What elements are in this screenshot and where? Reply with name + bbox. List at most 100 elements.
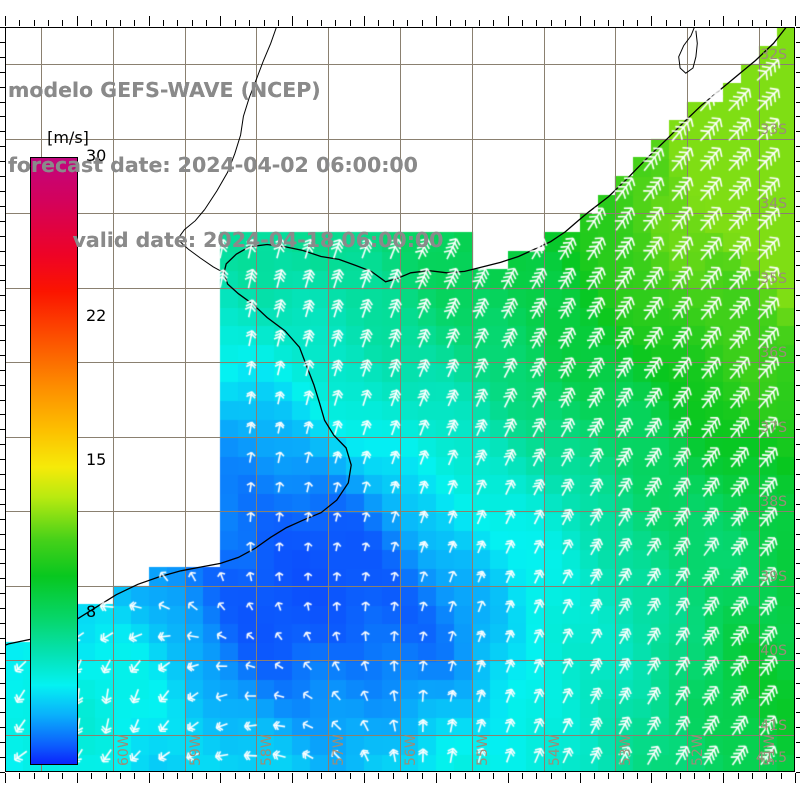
- axis-tick: [134, 20, 135, 26]
- axis-tick: [796, 236, 800, 237]
- axis-tick: [795, 16, 796, 26]
- axis-tick: [796, 698, 800, 699]
- axis-tick: [192, 20, 193, 26]
- axis-tick: [623, 773, 624, 779]
- axis-tick: [249, 20, 250, 26]
- axis-tick: [796, 683, 800, 684]
- axis-tick: [766, 20, 767, 26]
- axis-tick: [0, 57, 5, 58]
- axis-tick: [796, 429, 800, 430]
- axis-tick: [149, 16, 150, 26]
- title-model: modelo GEFS-WAVE (NCEP): [8, 78, 321, 102]
- lon-label-54W: 54W: [546, 734, 563, 766]
- lon-label-52W: 52W: [690, 734, 707, 766]
- axis-tick: [752, 20, 753, 26]
- axis-tick: [796, 280, 800, 281]
- lat-label-40S: 40S: [760, 643, 787, 660]
- axis-tick: [350, 20, 351, 26]
- axis-tick: [796, 593, 800, 594]
- axis-tick: [796, 414, 800, 415]
- axis-tick: [508, 773, 509, 783]
- axis-tick: [0, 414, 5, 415]
- ruler-right: [796, 27, 800, 773]
- lat-label-36S: 36S: [760, 345, 787, 362]
- axis-tick: [796, 131, 800, 132]
- axis-tick: [0, 653, 5, 654]
- axis-tick: [0, 236, 5, 237]
- axis-tick: [796, 146, 800, 147]
- gridline-lat-37: [5, 437, 795, 438]
- axis-tick: [163, 20, 164, 26]
- axis-tick: [77, 16, 78, 26]
- axis-tick: [796, 534, 800, 535]
- axis-tick: [796, 206, 800, 207]
- title-forecast-date: forecast date: 2024-04-02 06:00:00: [8, 153, 418, 177]
- axis-tick: [796, 549, 800, 550]
- axis-tick: [796, 251, 800, 252]
- axis-tick: [796, 355, 800, 356]
- axis-tick: [106, 20, 107, 26]
- axis-tick: [149, 773, 150, 783]
- axis-tick: [5, 773, 6, 783]
- axis-tick: [738, 773, 739, 779]
- ruler-left: [0, 27, 5, 773]
- axis-tick: [0, 668, 5, 669]
- axis-tick: [709, 20, 710, 26]
- axis-tick: [796, 563, 800, 564]
- axis-tick: [0, 519, 5, 520]
- axis-tick: [0, 593, 5, 594]
- axis-tick: [0, 683, 5, 684]
- axis-tick: [48, 773, 49, 779]
- axis-tick: [407, 20, 408, 26]
- axis-tick: [0, 772, 5, 773]
- axis-tick: [796, 504, 800, 505]
- axis-tick: [465, 773, 466, 779]
- axis-tick: [796, 370, 800, 371]
- axis-tick: [781, 20, 782, 26]
- axis-tick: [0, 712, 5, 713]
- axis-tick: [479, 773, 480, 779]
- axis-tick: [608, 773, 609, 779]
- axis-tick: [694, 20, 695, 26]
- lat-label-41S: 41S: [760, 717, 787, 734]
- axis-tick: [177, 20, 178, 26]
- axis-tick: [34, 773, 35, 779]
- axis-tick: [364, 16, 365, 26]
- axis-tick: [0, 265, 5, 266]
- axis-tick: [796, 757, 800, 758]
- axis-tick: [522, 20, 523, 26]
- axis-tick: [0, 638, 5, 639]
- lat-label-33S: 33S: [760, 121, 787, 138]
- axis-tick: [220, 773, 221, 783]
- axis-tick: [694, 773, 695, 779]
- axis-tick: [91, 773, 92, 779]
- axis-tick: [796, 653, 800, 654]
- gridline-lat-40: [5, 660, 795, 661]
- axis-tick: [0, 742, 5, 743]
- gridline-lat-39: [5, 586, 795, 587]
- axis-tick: [0, 87, 5, 88]
- colorbar-tick-15: 15: [86, 450, 107, 469]
- axis-tick: [120, 773, 121, 779]
- axis-tick: [5, 16, 6, 26]
- axis-tick: [0, 623, 5, 624]
- ruler-top: [5, 16, 796, 27]
- axis-tick: [796, 27, 800, 28]
- title-valid-date: valid date: 2024-04-18 06:00:00: [72, 228, 444, 252]
- axis-tick: [192, 773, 193, 779]
- axis-tick: [292, 16, 293, 26]
- axis-tick: [796, 57, 800, 58]
- axis-tick: [796, 87, 800, 88]
- lat-label-37S: 37S: [760, 419, 787, 436]
- axis-tick: [796, 668, 800, 669]
- axis-tick: [796, 385, 800, 386]
- axis-tick: [48, 20, 49, 26]
- axis-tick: [264, 773, 265, 779]
- axis-tick: [580, 773, 581, 783]
- axis-tick: [235, 20, 236, 26]
- axis-tick: [0, 429, 5, 430]
- axis-tick: [651, 773, 652, 783]
- axis-tick: [0, 340, 5, 341]
- axis-tick: [0, 116, 5, 117]
- axis-tick: [796, 161, 800, 162]
